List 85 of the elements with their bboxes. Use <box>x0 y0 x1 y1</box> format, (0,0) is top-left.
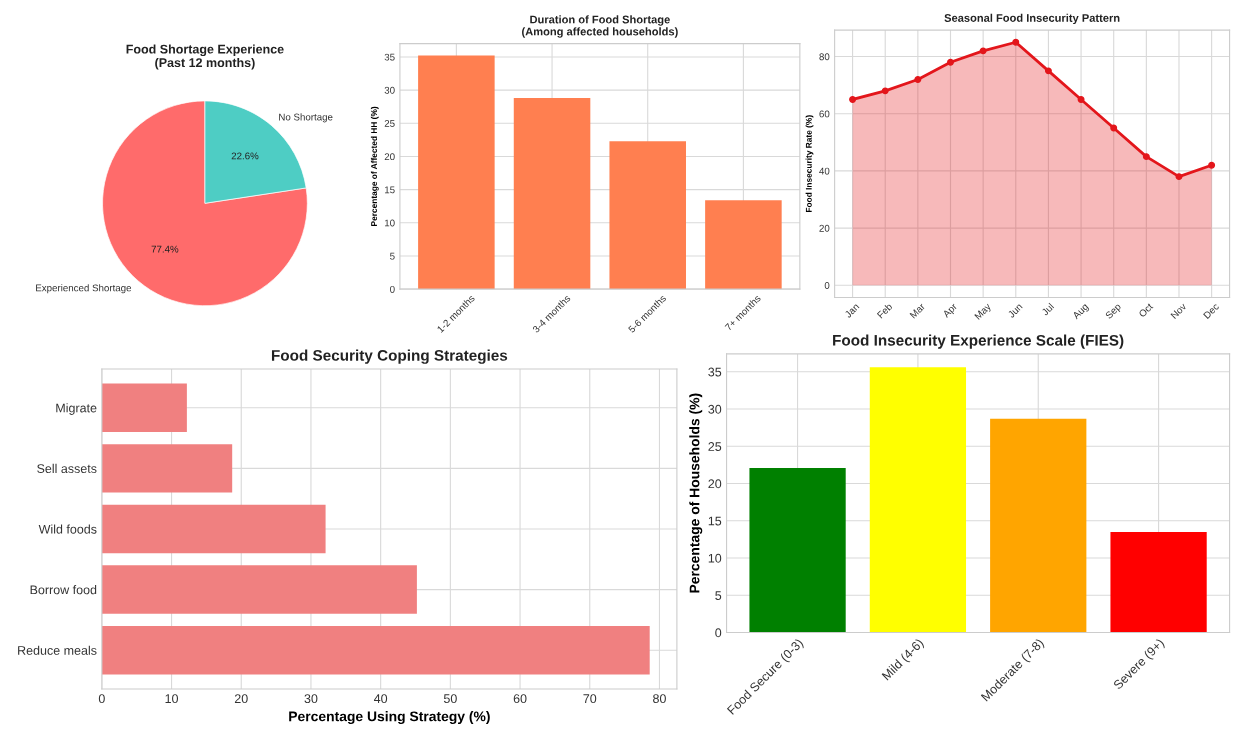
y-tick-label: 25 <box>384 120 395 127</box>
chart-title: Food Security Coping Strategies <box>271 349 508 364</box>
point <box>881 87 889 95</box>
point <box>1208 161 1216 169</box>
x-tick-label: May <box>974 302 993 322</box>
y-tick-label: Borrow food <box>30 585 97 595</box>
x-tick-label: 0 <box>98 694 105 704</box>
x-tick-label: Aug <box>1072 302 1090 321</box>
bar <box>101 625 650 675</box>
y-tick-label: 60 <box>819 110 830 118</box>
y-tick-label: Migrate <box>56 403 97 415</box>
point <box>979 47 987 55</box>
point <box>1110 124 1118 132</box>
point <box>1044 67 1052 75</box>
y-tick-label: 20 <box>384 153 395 161</box>
bar <box>749 467 846 633</box>
x-tick-label: Dec <box>1203 302 1220 320</box>
bar <box>101 565 417 614</box>
x-tick-label: 30 <box>304 694 318 704</box>
x-tick-label: 70 <box>583 694 597 704</box>
bar <box>101 383 187 433</box>
point <box>947 58 954 66</box>
x-tick-label: 80 <box>653 694 666 704</box>
chart-title: Seasonal Food Insecurity Pattern <box>944 13 1120 25</box>
bar <box>609 141 686 290</box>
chart-title: Duration of Food Shortage (Among affected households) <box>522 15 678 38</box>
chart-title: Food Insecurity Experience Scale (FIES) <box>833 334 1124 349</box>
chart-title: Food Shortage Experience (Past 12 months) <box>126 44 284 70</box>
data-label: 77.4% <box>151 245 179 253</box>
y-tick-label: 25 <box>708 442 722 451</box>
y-tick-label: 40 <box>819 167 830 175</box>
bar <box>1110 531 1207 633</box>
point <box>849 95 857 103</box>
y-tick-label: 20 <box>708 479 722 489</box>
point <box>1077 95 1085 103</box>
x-tick-label: Nov <box>1170 302 1187 320</box>
x-tick-label: Apr <box>942 302 959 320</box>
x-tick-label: 40 <box>373 694 388 704</box>
x-tick-label: Jan <box>844 302 860 319</box>
x-tick-label: 20 <box>234 694 248 704</box>
y-tick-label: 30 <box>708 404 722 414</box>
data-label: 22.6% <box>231 152 259 160</box>
bar <box>418 55 495 290</box>
x-axis-title: Percentage Using Strategy (%) <box>289 711 490 725</box>
bar <box>869 367 967 633</box>
x-tick-label: 50 <box>443 694 457 704</box>
x-tick-label: Feb <box>876 302 893 319</box>
y-tick-label: 0 <box>390 285 395 293</box>
y-tick-label: Wild foods <box>38 524 97 534</box>
y-axis-title: Percentage of Affected HH (%) <box>370 106 379 226</box>
bar <box>101 504 326 554</box>
bar <box>101 444 233 493</box>
y-tick-label: 5 <box>715 591 722 600</box>
y-tick-label: Reduce meals <box>18 645 97 655</box>
bar <box>705 200 782 290</box>
bar <box>513 98 591 290</box>
y-axis-title: Percentage of Households (%) <box>689 393 703 593</box>
x-tick-label: Mar <box>909 302 926 319</box>
point <box>914 75 922 83</box>
y-tick-label: 15 <box>384 186 395 194</box>
bar <box>990 418 1087 633</box>
y-tick-label: 35 <box>708 367 722 377</box>
x-tick-label: Sep <box>1104 302 1123 321</box>
x-tick-label: 10 <box>165 694 179 704</box>
y-tick-label: 5 <box>390 252 395 260</box>
x-tick-label: Jun <box>1007 302 1023 319</box>
slice-label: No Shortage <box>279 113 333 123</box>
y-tick-label: 20 <box>819 224 830 232</box>
y-tick-label: 80 <box>819 53 830 61</box>
x-tick-label: Jul <box>1040 302 1055 317</box>
slice-label: Experienced Shortage <box>36 284 132 294</box>
y-tick-label: 30 <box>384 86 395 94</box>
x-tick-label: Oct <box>1138 302 1154 318</box>
y-tick-label: 35 <box>384 53 395 61</box>
y-tick-label: 10 <box>708 553 722 563</box>
point <box>1012 38 1020 46</box>
y-tick-label: 15 <box>708 516 722 526</box>
y-tick-label: 10 <box>384 219 395 227</box>
x-tick-label: 60 <box>513 694 527 704</box>
y-tick-label: 0 <box>715 628 722 638</box>
y-tick-label: 0 <box>824 282 830 289</box>
y-axis-title: Food Insecurity Rate (%) <box>805 115 814 213</box>
point <box>1142 153 1150 161</box>
y-tick-label: Sell assets <box>37 463 97 474</box>
point <box>1175 173 1183 181</box>
